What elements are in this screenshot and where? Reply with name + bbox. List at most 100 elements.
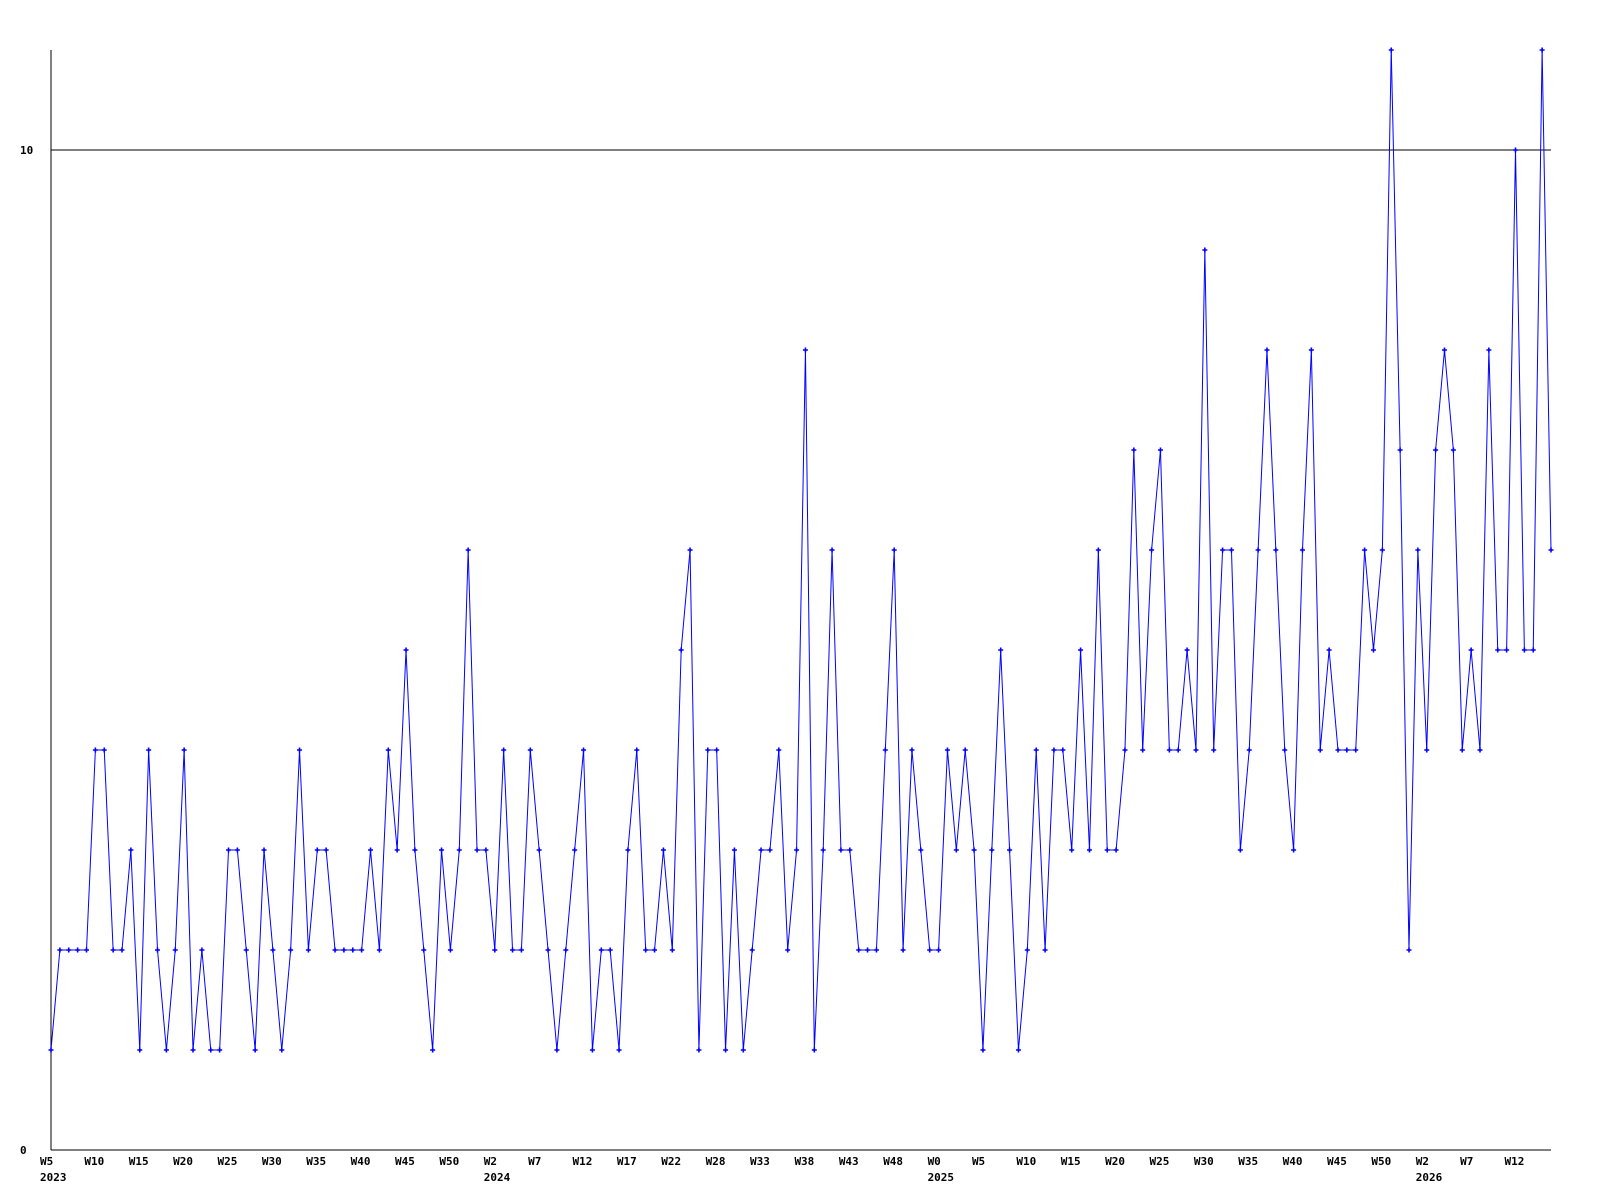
line-segment (1159, 449, 1170, 751)
line-segment (583, 749, 593, 1051)
data-point (1308, 347, 1314, 353)
x-tick-label: W17 (617, 1155, 637, 1168)
data-point (1086, 847, 1092, 853)
data-point (208, 1047, 214, 1053)
x-tick-label: W15 (129, 1155, 149, 1168)
data-point (581, 747, 587, 753)
x-tick-label: W12 (1504, 1155, 1524, 1168)
x-tick-label: W28 (706, 1155, 726, 1168)
line-segment (103, 749, 114, 951)
data-point (1060, 747, 1066, 753)
data-point (1548, 547, 1554, 553)
line-segment (121, 849, 132, 951)
line-segment (1000, 649, 1011, 851)
line-segment (1230, 549, 1241, 851)
data-point (1122, 747, 1128, 753)
data-point (288, 947, 294, 953)
line-segment (423, 949, 434, 1051)
x-year-label: 2024 (484, 1171, 511, 1184)
data-point (1291, 847, 1297, 853)
data-point (723, 1047, 729, 1053)
x-tick-label: W7 (1460, 1155, 1473, 1168)
data-point (882, 747, 888, 753)
data-point (705, 747, 711, 753)
data-point (155, 947, 161, 953)
axes (50, 50, 1551, 1151)
data-point (740, 1047, 746, 1053)
x-tick-label: W2 (484, 1155, 497, 1168)
x-tick-label: W22 (661, 1155, 681, 1168)
data-point (527, 747, 533, 753)
x-tick-label: W0 (928, 1155, 941, 1168)
data-point (643, 947, 649, 953)
line-segment (414, 849, 425, 951)
data-point (1131, 447, 1137, 453)
data-point (1157, 447, 1163, 453)
x-tick-label: W12 (573, 1155, 593, 1168)
line-segment (1452, 449, 1463, 751)
data-point (1397, 447, 1403, 453)
line-segment (219, 849, 230, 1051)
data-point (856, 947, 862, 953)
line-segment (831, 549, 842, 851)
line-segment (1310, 349, 1321, 751)
data-point (368, 847, 374, 853)
line-segment (1239, 749, 1250, 851)
data-point (1184, 647, 1190, 653)
line-segment (201, 949, 212, 1051)
data-point (270, 947, 276, 953)
data-point (92, 747, 98, 753)
line-segment (769, 749, 780, 851)
line-segment (1541, 49, 1552, 551)
data-point (1282, 747, 1288, 753)
line-segment (485, 849, 496, 951)
data-point (430, 1047, 436, 1053)
line-segment (1151, 449, 1161, 551)
data-point (1095, 547, 1101, 553)
line-segment (591, 949, 602, 1051)
line-segment (378, 749, 389, 951)
data-point (1104, 847, 1110, 853)
line-segment (50, 949, 61, 1051)
line-segment (849, 849, 860, 951)
line-segment (361, 849, 372, 951)
data-point (1149, 547, 1155, 553)
line-segment (1364, 549, 1374, 651)
data-point (146, 747, 152, 753)
line-segment (236, 849, 247, 951)
data-point (128, 847, 134, 853)
line-segment (370, 849, 380, 951)
x-tick-label: W2 (1416, 1155, 1429, 1168)
line-segment (174, 749, 185, 951)
line-segment (742, 949, 753, 1051)
data-point (1468, 647, 1474, 653)
line-segment (1204, 249, 1215, 751)
data-point (1406, 947, 1412, 953)
data-point (767, 847, 773, 853)
line-segment (796, 349, 806, 851)
data-point (669, 947, 675, 953)
line-segment (920, 849, 931, 951)
data-point (119, 947, 125, 953)
line-segment (1293, 549, 1303, 851)
data-point (962, 747, 968, 753)
data-point (776, 747, 782, 753)
data-point (385, 747, 391, 753)
line-segment (1275, 549, 1286, 751)
line-segment (325, 849, 336, 951)
line-segment (680, 549, 691, 651)
tick-labels: 0 10 W5 2023 W10 W15 W20 W25 W30 W35 W40 W45 W50 W2 20… (20, 144, 1524, 1184)
data-point (1370, 647, 1376, 653)
line-segment (1133, 449, 1144, 751)
line-segment (618, 849, 629, 1051)
line-segment (1284, 749, 1295, 851)
data-point (1051, 747, 1057, 753)
x-tick-label: W25 (1149, 1155, 1169, 1168)
data-point (492, 947, 498, 953)
line-segment (165, 949, 176, 1051)
x-tick-label: W50 (1371, 1155, 1391, 1168)
data-point (731, 847, 737, 853)
data-point (1273, 547, 1279, 553)
line-segment (148, 749, 159, 951)
